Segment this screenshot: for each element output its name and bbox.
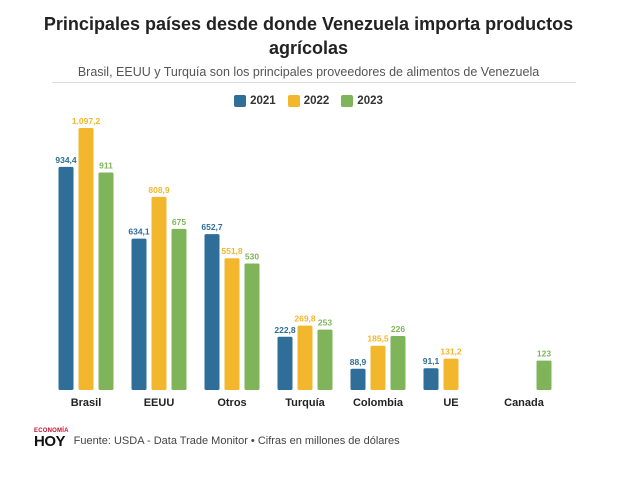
- legend-label-2021: 2021: [250, 95, 276, 107]
- source-note: Fuente: USDA - Data Trade Monitor • Cifr…: [73, 434, 400, 447]
- data-label-otros-2021: 652,7: [201, 222, 223, 232]
- bar-eeuu-2021: [131, 238, 147, 390]
- data-label-colombia-2023: 226: [391, 324, 405, 334]
- bar-colombia-2023: [390, 336, 406, 390]
- data-label-eeuu-2023: 675: [172, 217, 186, 227]
- chart-title: Principales países desde donde Venezuela…: [0, 12, 617, 60]
- legend-item-2023: 2023: [341, 95, 383, 107]
- x-tick-label-brasil: Brasil: [71, 397, 102, 409]
- data-label-otros-2022: 551,8: [221, 246, 243, 256]
- data-label-turquia-2022: 269,8: [294, 314, 316, 324]
- x-tick-label-turquia: Turquía: [285, 397, 325, 409]
- data-label-turquia-2021: 222,8: [274, 325, 296, 335]
- legend: 2021 2022 2023: [0, 95, 617, 107]
- economia-hoy-logo: ECONOMÍA HOY: [34, 428, 69, 449]
- x-tick-label-canada: Canada: [504, 397, 545, 409]
- bar-eeuu-2022: [151, 196, 167, 390]
- logo-bottom-text: HOY: [34, 433, 66, 450]
- data-label-turquia-2023: 253: [318, 318, 332, 328]
- legend-swatch-2022: [287, 95, 300, 107]
- legend-swatch-2021: [234, 95, 247, 107]
- chart-title-line1: Principales países desde donde Venezuela…: [43, 14, 574, 34]
- bar-ue-2021: [423, 368, 439, 390]
- x-tick-label-eeuu: EEUU: [144, 397, 175, 409]
- bar-otros-2023: [244, 263, 260, 390]
- bar-brasil-2022: [78, 128, 94, 390]
- data-label-ue-2022: 131,2: [440, 347, 462, 357]
- legend-item-2021: 2021: [234, 95, 276, 107]
- footer: ECONOMÍA HOY Fuente: USDA - Data Trade M…: [34, 428, 400, 449]
- legend-item-2022: 2022: [287, 95, 330, 107]
- bar-otros-2022: [224, 258, 240, 390]
- bar-turquia-2022: [297, 325, 313, 390]
- bar-colombia-2022: [370, 345, 386, 390]
- bar-canada-2023: [536, 360, 552, 390]
- bar-turquia-2021: [277, 336, 293, 390]
- bar-ue-2022: [443, 358, 459, 390]
- legend-label-2023: 2023: [357, 95, 383, 107]
- bar-otros-2021: [204, 234, 220, 390]
- data-label-brasil-2021: 934,4: [55, 155, 77, 165]
- data-label-eeuu-2021: 634,1: [128, 227, 150, 237]
- title-divider: [52, 82, 576, 83]
- data-label-colombia-2021: 88,9: [350, 357, 367, 367]
- bar-colombia-2021: [350, 368, 366, 390]
- data-label-otros-2023: 530: [245, 251, 259, 261]
- data-label-eeuu-2022: 808,9: [148, 185, 170, 195]
- data-label-ue-2021: 91,1: [423, 356, 440, 366]
- data-label-brasil-2023: 911: [99, 160, 113, 170]
- bar-brasil-2023: [98, 172, 114, 390]
- legend-label-2022: 2022: [303, 95, 330, 107]
- bar-turquia-2023: [317, 329, 333, 390]
- x-tick-label-ue: UE: [443, 397, 458, 409]
- bar-brasil-2021: [58, 166, 74, 390]
- chart-title-line2: agrícolas: [268, 38, 349, 58]
- chart-subtitle: Brasil, EEUU y Turquía son los principal…: [77, 65, 540, 79]
- logo-top-text: ECONOMÍA: [34, 428, 69, 434]
- legend-swatch-2023: [341, 95, 354, 107]
- data-label-brasil-2022: 1.097,2: [72, 116, 101, 126]
- bar-eeuu-2023: [171, 228, 187, 390]
- data-label-colombia-2022: 185,5: [367, 334, 389, 344]
- x-tick-label-otros: Otros: [217, 397, 246, 409]
- x-tick-label-colombia: Colombia: [353, 397, 404, 409]
- data-label-canada-2023: 123: [537, 349, 551, 359]
